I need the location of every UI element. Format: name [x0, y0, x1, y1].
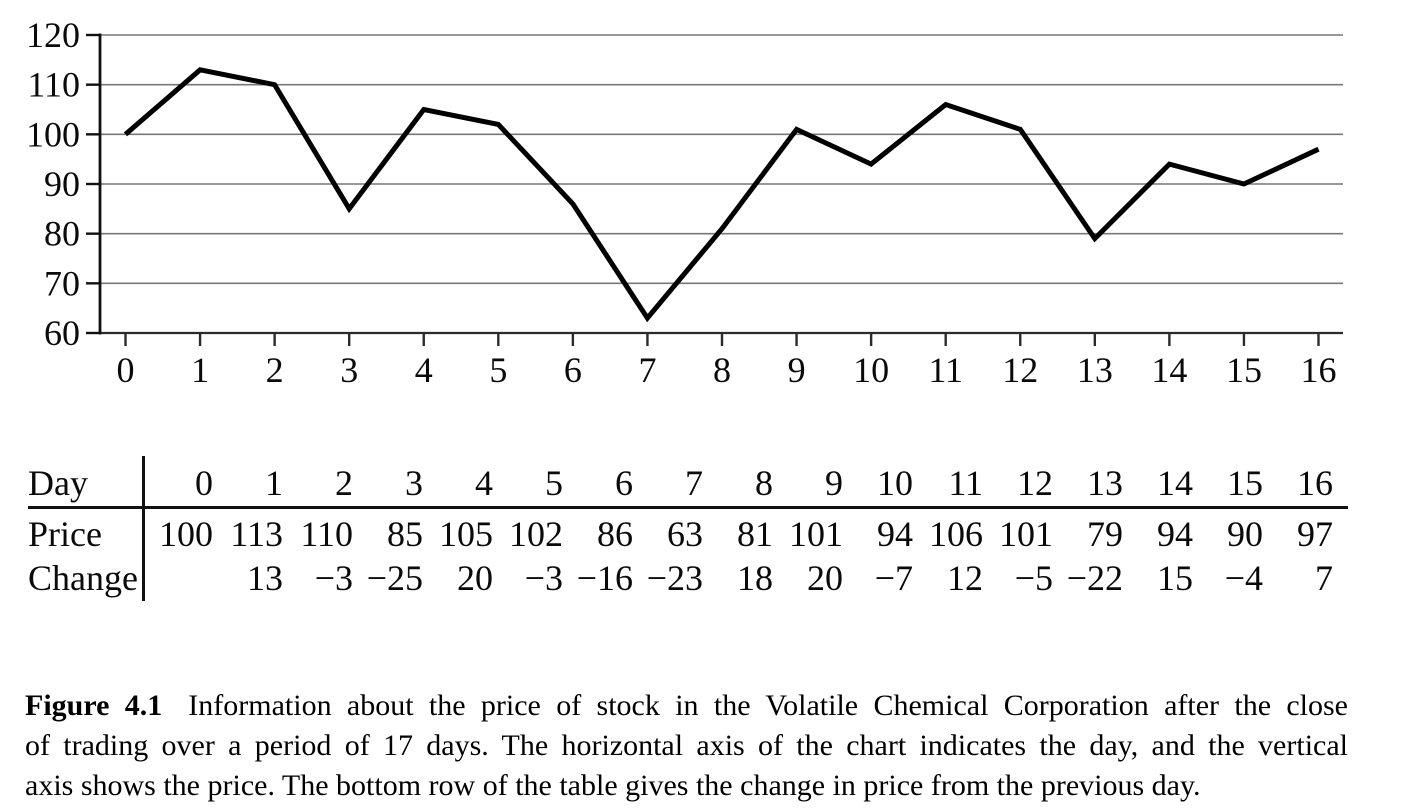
- price-cell: 85: [387, 514, 423, 555]
- y-axis-tick-label: 100: [26, 114, 80, 154]
- x-axis-tick-label: 9: [788, 350, 806, 390]
- price-cell: 101: [999, 514, 1053, 555]
- price-cell: 86: [597, 514, 633, 555]
- table-row-change: Change 13 −3 −25 20 −3 −16 −23 18 20 −7 12 −5 −22 15 −4…: [28, 557, 1348, 601]
- change-cell: −7: [874, 558, 913, 599]
- row-label: Change: [28, 557, 145, 601]
- figure-label: Figure 4.1: [25, 689, 163, 722]
- day-cell: 9: [773, 456, 843, 509]
- y-axis-tick-label: 90: [44, 164, 80, 204]
- day-cell: 13: [1053, 456, 1123, 509]
- x-axis-tick-label: 12: [1002, 350, 1038, 390]
- x-axis-tick-label: 6: [564, 350, 582, 390]
- change-cell: −3: [314, 558, 353, 599]
- price-cell: 79: [1087, 514, 1123, 555]
- day-cell: 12: [983, 456, 1053, 509]
- change-cell: −16: [576, 558, 633, 599]
- x-axis-tick-label: 8: [713, 350, 731, 390]
- y-axis-tick-label: 120: [26, 15, 80, 55]
- row-label: Day: [28, 456, 145, 509]
- change-cell: 12: [947, 558, 983, 599]
- change-cell: −22: [1066, 558, 1123, 599]
- price-cell: 110: [300, 514, 353, 555]
- change-cell: −3: [524, 558, 563, 599]
- price-cell: 105: [439, 514, 493, 555]
- change-cell: 18: [737, 558, 773, 599]
- y-axis-tick-label: 80: [44, 214, 80, 254]
- price-cell: 81: [737, 514, 773, 555]
- day-cell: 3: [353, 456, 423, 509]
- day-cell: 2: [283, 456, 353, 509]
- table-row-price: Price 100 113 110 85 105 102 86 63 81 101 94 106 101 7…: [28, 507, 1348, 558]
- price-cell: 94: [877, 514, 913, 555]
- x-axis-tick-label: 3: [340, 350, 358, 390]
- day-cell: 7: [633, 456, 703, 509]
- price-cell: 100: [159, 514, 213, 555]
- day-cell: 15: [1193, 456, 1263, 509]
- table-row-day: Day 0 1 2 3 4 5 6 7 8 9 10 11 12 13 14 15 16: [28, 456, 1348, 509]
- change-cell: −25: [366, 558, 423, 599]
- price-cell: 102: [509, 514, 563, 555]
- day-cell: 16: [1263, 456, 1333, 509]
- row-label: Price: [28, 507, 145, 557]
- change-cell: 15: [1157, 558, 1193, 599]
- change-cell: [143, 557, 213, 601]
- figure-caption: Figure 4.1 Information about the price of…: [25, 686, 1348, 806]
- y-axis-tick-label: 60: [44, 313, 80, 353]
- x-axis-tick-label: 13: [1077, 350, 1113, 390]
- y-axis-tick-label: 70: [44, 263, 80, 303]
- x-axis-tick-label: 16: [1301, 350, 1337, 390]
- x-axis-tick-label: 2: [266, 350, 284, 390]
- change-cell: 7: [1315, 558, 1333, 599]
- day-cell: 14: [1123, 456, 1193, 509]
- change-cell: 13: [247, 558, 283, 599]
- spacer-cell: [1333, 456, 1348, 509]
- day-cell: 6: [563, 456, 633, 509]
- price-cell: 63: [667, 514, 703, 555]
- day-cell: 11: [913, 456, 983, 509]
- x-axis-tick-label: 10: [853, 350, 889, 390]
- x-axis-tick-label: 1: [191, 350, 209, 390]
- price-cell: 101: [789, 514, 843, 555]
- caption-line: of trading over a period of 17 days. The…: [25, 729, 1348, 762]
- x-axis-tick-label: 15: [1226, 350, 1262, 390]
- change-cell: 20: [457, 558, 493, 599]
- price-cell: 90: [1227, 514, 1263, 555]
- change-cell: −23: [646, 558, 703, 599]
- x-axis-tick-label: 7: [638, 350, 656, 390]
- x-axis-tick-label: 0: [117, 350, 135, 390]
- change-cell: −5: [1014, 558, 1053, 599]
- caption-line: Figure 4.1 Information about the price of…: [25, 686, 1348, 726]
- change-cell: 20: [807, 558, 843, 599]
- y-axis-tick-label: 110: [27, 65, 80, 105]
- day-cell: 10: [843, 456, 913, 509]
- x-axis-tick-label: 5: [489, 350, 507, 390]
- x-axis-tick-label: 11: [928, 350, 963, 390]
- price-cell: 106: [929, 514, 983, 555]
- price-cell: 113: [230, 514, 283, 555]
- spacer-cell: [1333, 557, 1348, 601]
- price-cell: 97: [1297, 514, 1333, 555]
- day-cell: 0: [143, 456, 213, 509]
- day-cell: 5: [493, 456, 563, 509]
- day-cell: 8: [703, 456, 773, 509]
- day-cell: 1: [213, 456, 283, 509]
- price-cell: 94: [1157, 514, 1193, 555]
- price-line: [123, 67, 1320, 323]
- caption-line: axis shows the price. The bottom row of …: [25, 769, 1201, 802]
- price-table: Day 0 1 2 3 4 5 6 7 8 9 10 11 12 13 14 15 16 Price 100 113 11…: [28, 456, 1348, 601]
- x-axis-tick-label: 14: [1151, 350, 1187, 390]
- change-cell: −4: [1224, 558, 1263, 599]
- x-axis-tick-label: 4: [415, 350, 433, 390]
- day-cell: 4: [423, 456, 493, 509]
- caption-text: Information about the price of stock in …: [188, 689, 1348, 722]
- spacer-cell: [1333, 508, 1348, 558]
